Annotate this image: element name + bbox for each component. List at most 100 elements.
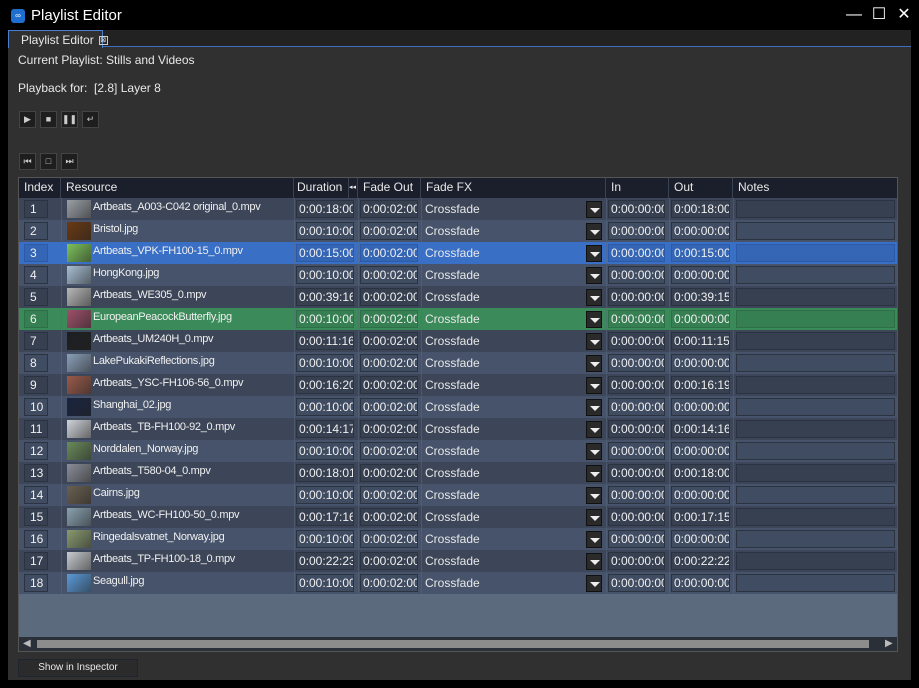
- resource-name[interactable]: Artbeats_TB-FH100-92_0.mpv: [93, 421, 235, 433]
- minimize-button[interactable]: —: [846, 6, 862, 23]
- fade-out-field[interactable]: 0:00:02:00: [360, 222, 418, 240]
- out-field[interactable]: 0:00:16:19: [671, 376, 730, 394]
- in-field[interactable]: 0:00:00:00: [608, 376, 665, 394]
- table-row[interactable]: 11 Artbeats_TB-FH100-92_0.mpv 0:00:14:17…: [19, 418, 897, 440]
- fade-out-field[interactable]: 0:00:02:00: [360, 486, 418, 504]
- duration-field[interactable]: 0:00:10:00: [296, 266, 354, 284]
- table-row[interactable]: 4 HongKong.jpg 0:00:10:00 0:00:02:00 Cro…: [19, 264, 897, 286]
- fade-fx-select[interactable]: Crossfade: [425, 466, 480, 480]
- scrollbar-thumb[interactable]: [37, 640, 869, 648]
- dropdown-arrow-icon[interactable]: [586, 443, 602, 460]
- resource-name[interactable]: HongKong.jpg: [93, 267, 160, 279]
- show-in-inspector-button[interactable]: Show in Inspector: [18, 659, 138, 677]
- table-row[interactable]: 7 Artbeats_UM240H_0.mpv 0:00:11:16 0:00:…: [19, 330, 897, 352]
- fade-out-field[interactable]: 0:00:02:00: [360, 288, 418, 306]
- column-duration[interactable]: Duration: [294, 178, 349, 198]
- table-row[interactable]: 17 Artbeats_TP-FH100-18_0.mpv 0:00:22:23…: [19, 550, 897, 572]
- duration-field[interactable]: 0:00:10:00: [296, 574, 354, 592]
- in-field[interactable]: 0:00:00:00: [608, 530, 665, 548]
- notes-field[interactable]: [736, 332, 895, 350]
- dropdown-arrow-icon[interactable]: [586, 421, 602, 438]
- fade-out-field[interactable]: 0:00:02:00: [360, 552, 418, 570]
- notes-field[interactable]: [736, 508, 895, 526]
- notes-field[interactable]: [736, 222, 895, 240]
- fade-fx-select[interactable]: Crossfade: [425, 224, 480, 238]
- duration-field[interactable]: 0:00:10:00: [296, 222, 354, 240]
- out-field[interactable]: 0:00:18:00: [671, 464, 730, 482]
- table-row[interactable]: 3 Artbeats_VPK-FH100-15_0.mpv 0:00:15:00…: [19, 242, 897, 264]
- in-field[interactable]: 0:00:00:00: [608, 244, 665, 262]
- previous-button[interactable]: ⏮: [19, 153, 36, 170]
- resource-name[interactable]: Cairns.jpg: [93, 487, 140, 499]
- fade-fx-select[interactable]: Crossfade: [425, 334, 480, 348]
- fade-out-field[interactable]: 0:00:02:00: [360, 508, 418, 526]
- duration-field[interactable]: 0:00:22:23: [296, 552, 354, 570]
- resource-name[interactable]: Artbeats_WE305_0.mpv: [93, 289, 207, 301]
- resource-name[interactable]: Bristol.jpg: [93, 223, 138, 235]
- dropdown-arrow-icon[interactable]: [586, 509, 602, 526]
- dropdown-arrow-icon[interactable]: [586, 399, 602, 416]
- resource-name[interactable]: Artbeats_YSC-FH106-56_0.mpv: [93, 377, 244, 389]
- fade-out-field[interactable]: 0:00:02:00: [360, 574, 418, 592]
- notes-field[interactable]: [736, 354, 895, 372]
- table-row[interactable]: 18 Seagull.jpg 0:00:10:00 0:00:02:00 Cro…: [19, 572, 897, 594]
- resource-name[interactable]: Artbeats_T580-04_0.mpv: [93, 465, 211, 477]
- fade-fx-select[interactable]: Crossfade: [425, 356, 480, 370]
- out-field[interactable]: 0:00:15:00: [671, 244, 730, 262]
- fade-fx-select[interactable]: Crossfade: [425, 510, 480, 524]
- next-button[interactable]: ⏭: [61, 153, 78, 170]
- dropdown-arrow-icon[interactable]: [586, 377, 602, 394]
- table-row[interactable]: 13 Artbeats_T580-04_0.mpv 0:00:18:01 0:0…: [19, 462, 897, 484]
- fade-out-field[interactable]: 0:00:02:00: [360, 398, 418, 416]
- resource-name[interactable]: LakePukakiReflections.jpg: [93, 355, 215, 367]
- in-field[interactable]: 0:00:00:00: [608, 310, 665, 328]
- notes-field[interactable]: [736, 464, 895, 482]
- notes-field[interactable]: [736, 442, 895, 460]
- in-field[interactable]: 0:00:00:00: [608, 200, 665, 218]
- table-row[interactable]: 15 Artbeats_WC-FH100-50_0.mpv 0:00:17:16…: [19, 506, 897, 528]
- notes-field[interactable]: [736, 244, 895, 262]
- out-field[interactable]: 0:00:00:00: [671, 574, 730, 592]
- resource-name[interactable]: Artbeats_UM240H_0.mpv: [93, 333, 214, 345]
- out-field[interactable]: 0:00:39:15: [671, 288, 730, 306]
- notes-field[interactable]: [736, 288, 895, 306]
- table-row[interactable]: 8 LakePukakiReflections.jpg 0:00:10:00 0…: [19, 352, 897, 374]
- fade-fx-select[interactable]: Crossfade: [425, 532, 480, 546]
- in-field[interactable]: 0:00:00:00: [608, 442, 665, 460]
- notes-field[interactable]: [736, 530, 895, 548]
- column-fade-fx[interactable]: Fade FX: [421, 178, 606, 198]
- out-field[interactable]: 0:00:11:15: [671, 332, 730, 350]
- notes-field[interactable]: [736, 266, 895, 284]
- loop-button[interactable]: ↵: [82, 111, 99, 128]
- in-field[interactable]: 0:00:00:00: [608, 508, 665, 526]
- dropdown-arrow-icon[interactable]: [586, 465, 602, 482]
- table-row[interactable]: 16 Ringedalsvatnet_Norway.jpg 0:00:10:00…: [19, 528, 897, 550]
- duration-field[interactable]: 0:00:39:16: [296, 288, 354, 306]
- collapse-columns-icon[interactable]: ◂◂: [349, 178, 358, 198]
- table-row[interactable]: 10 Shanghai_02.jpg 0:00:10:00 0:00:02:00…: [19, 396, 897, 418]
- dropdown-arrow-icon[interactable]: [586, 355, 602, 372]
- out-field[interactable]: 0:00:00:00: [671, 530, 730, 548]
- out-field[interactable]: 0:00:22:22: [671, 552, 730, 570]
- out-field[interactable]: 0:00:00:00: [671, 354, 730, 372]
- notes-field[interactable]: [736, 398, 895, 416]
- fade-fx-select[interactable]: Crossfade: [425, 268, 480, 282]
- dropdown-arrow-icon[interactable]: [586, 201, 602, 218]
- resource-name[interactable]: Artbeats_TP-FH100-18_0.mpv: [93, 553, 235, 565]
- resource-name[interactable]: Norddalen_Norway.jpg: [93, 443, 199, 455]
- duration-field[interactable]: 0:00:10:00: [296, 442, 354, 460]
- dropdown-arrow-icon[interactable]: [586, 245, 602, 262]
- fade-fx-select[interactable]: Crossfade: [425, 400, 480, 414]
- table-row[interactable]: 2 Bristol.jpg 0:00:10:00 0:00:02:00 Cros…: [19, 220, 897, 242]
- fade-fx-select[interactable]: Crossfade: [425, 378, 480, 392]
- in-field[interactable]: 0:00:00:00: [608, 420, 665, 438]
- table-row[interactable]: 9 Artbeats_YSC-FH106-56_0.mpv 0:00:16:20…: [19, 374, 897, 396]
- resource-name[interactable]: Artbeats_VPK-FH100-15_0.mpv: [93, 245, 243, 257]
- horizontal-scrollbar[interactable]: ◀ ▶: [19, 637, 897, 651]
- duration-field[interactable]: 0:00:10:00: [296, 310, 354, 328]
- column-resource[interactable]: Resource: [61, 178, 294, 198]
- dropdown-arrow-icon[interactable]: [586, 223, 602, 240]
- in-field[interactable]: 0:00:00:00: [608, 486, 665, 504]
- notes-field[interactable]: [736, 486, 895, 504]
- resource-name[interactable]: Ringedalsvatnet_Norway.jpg: [93, 531, 225, 543]
